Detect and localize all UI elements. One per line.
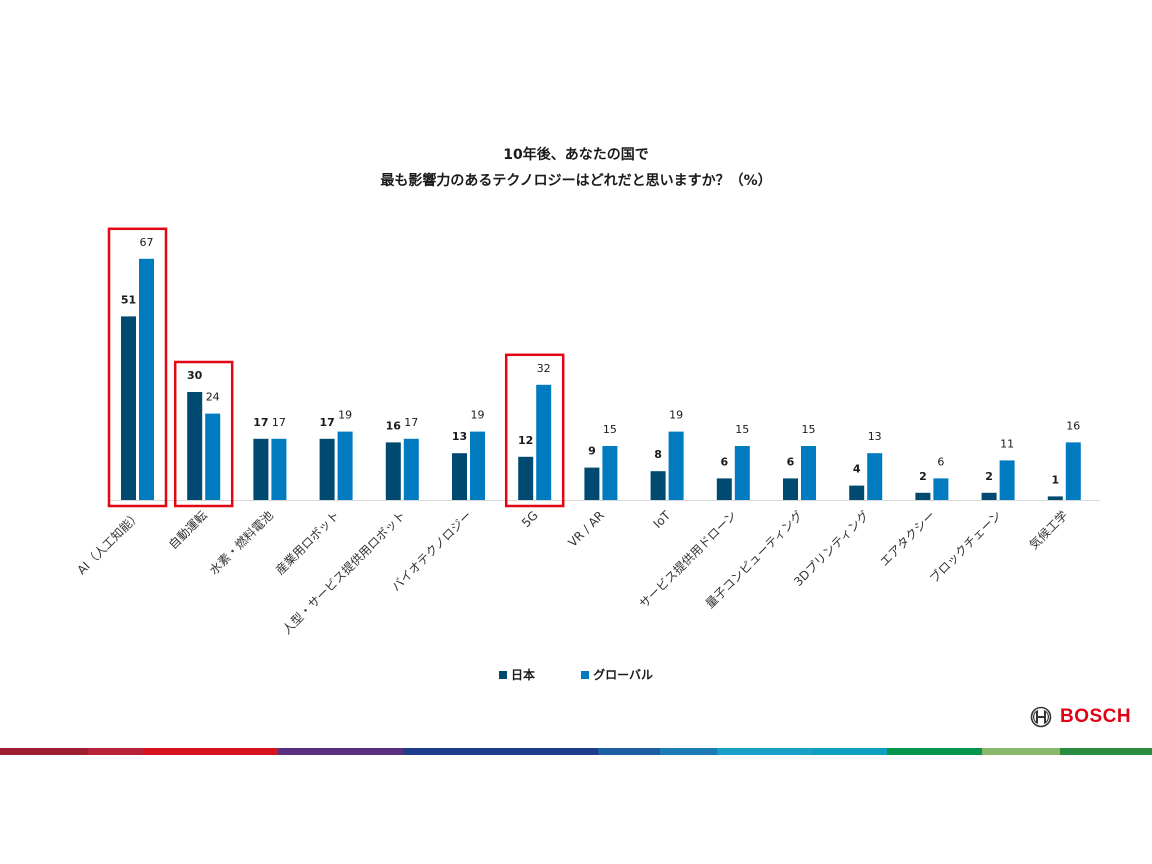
data-label-japan-2: 17 [253,416,268,429]
bar-global-6 [536,384,552,500]
brand-color-stripe [0,748,1152,755]
bar-japan-4 [385,442,401,500]
data-label-global-1: 24 [206,391,220,404]
category-label-2: 水素・燃料電池 [206,508,276,578]
legend-item-japan: 日本 [499,666,535,683]
category-label-13: ブロックチェーン [926,508,1004,586]
legend-label-global: グローバル [593,668,653,682]
bar-japan-7 [584,467,600,500]
category-label-1: 自動運転 [166,508,210,552]
bar-global-14 [1065,442,1081,500]
bosch-logo: BOSCH [1030,706,1131,728]
category-label-4: 人型・サービス提供用ロボット [279,508,408,637]
data-label-japan-12: 2 [919,470,927,483]
data-label-japan-13: 2 [985,470,993,483]
data-label-japan-0: 51 [121,293,136,306]
data-label-global-13: 11 [1000,437,1014,450]
bar-global-8 [668,431,684,500]
bar-japan-1 [187,392,203,500]
data-label-global-12: 6 [937,455,944,468]
data-label-japan-4: 16 [386,419,402,432]
legend-swatch-japan [499,670,508,679]
category-label-0: AI（人工知能） [75,508,144,577]
data-label-global-10: 15 [802,423,816,436]
data-label-japan-9: 6 [720,455,728,468]
category-label-14: 気候工学 [1026,508,1071,553]
bar-japan-8 [650,471,666,500]
category-label-7: VR / AR [565,508,607,550]
bar-global-12 [933,478,949,500]
category-label-8: IoT [650,508,673,531]
data-label-japan-11: 4 [853,463,861,476]
bar-global-9 [734,446,750,500]
data-label-global-14: 16 [1066,419,1080,432]
data-label-global-4: 17 [404,416,418,429]
bar-japan-9 [716,478,732,500]
bar-global-11 [867,453,883,500]
bar-global-2 [271,438,287,500]
data-label-global-11: 13 [868,430,882,443]
bar-japan-12 [915,492,931,500]
data-label-japan-8: 8 [654,448,662,461]
category-label-3: 産業用ロボット [272,508,342,578]
chart-title-line1: 10年後、あなたの国で [503,147,649,163]
bar-japan-2 [253,438,269,500]
bar-japan-10 [783,478,798,500]
data-label-japan-10: 6 [787,455,795,468]
legend: 日本 グローバル [0,666,1152,683]
bar-global-3 [337,431,353,500]
data-label-japan-6: 12 [518,434,533,447]
highlight-box-0 [107,227,168,508]
bar-japan-0 [121,316,136,500]
data-label-global-9: 15 [735,423,749,436]
data-label-japan-7: 9 [588,445,596,458]
bar-global-1 [205,413,221,500]
data-label-global-5: 19 [471,409,485,422]
bar-japan-13 [981,492,997,500]
category-label-12: エアタクシー [877,508,938,569]
bar-japan-11 [849,485,865,500]
data-label-japan-3: 17 [319,416,334,429]
data-label-global-3: 19 [338,409,352,422]
data-label-japan-1: 30 [187,369,203,382]
bar-japan-3 [319,438,335,500]
brand-name: BOSCH [1060,706,1132,727]
highlight-box-1 [173,360,234,508]
legend-swatch-global [581,670,590,679]
bar-japan-14 [1047,496,1063,500]
data-label-global-2: 17 [272,416,286,429]
chart-title-line2: 最も影響力のあるテクノロジーはどれだと思いますか？（%） [380,173,772,189]
highlight-box-6 [504,353,565,508]
bar-global-7 [602,446,618,500]
category-label-6: 5G [519,508,541,530]
legend-item-global: グローバル [581,666,653,683]
data-label-global-7: 15 [603,423,617,436]
data-label-global-6: 32 [537,362,551,375]
bar-japan-5 [452,453,467,500]
bar-japan-6 [518,456,534,500]
bar-global-13 [999,460,1015,500]
bar-global-10 [801,446,816,500]
bar-global-4 [403,438,419,500]
legend-label-japan: 日本 [511,668,536,682]
data-label-global-8: 19 [669,409,683,422]
bosch-armature-icon [1030,706,1052,728]
bar-global-0 [139,258,154,500]
data-label-global-0: 67 [140,236,154,249]
bar-global-5 [470,431,485,500]
data-label-japan-14: 1 [1051,473,1059,486]
data-label-japan-5: 13 [452,430,467,443]
